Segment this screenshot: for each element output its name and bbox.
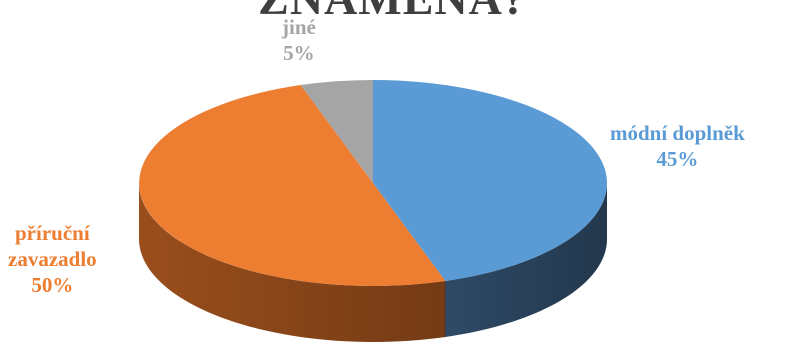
pie-slice-prirucni-zavazadlo <box>139 85 446 286</box>
slice-label-prirucni-line2: zavazadlo <box>8 247 97 271</box>
label-modni-doplnek: módní doplněk 45% <box>610 120 745 172</box>
label-prirucni-zavazadlo: příruční zavazadlo 50% <box>8 220 97 298</box>
slice-label-modni-doplnek: módní doplněk <box>610 121 745 145</box>
slice-label-prirucni-line1: příruční <box>14 221 90 245</box>
pie-side-shade-prirucni-zavazadlo <box>139 183 446 342</box>
slice-value-jine: 5% <box>283 41 315 65</box>
slice-label-jine: jiné <box>282 15 316 39</box>
pie-slice-modni-doplnek <box>373 80 608 281</box>
pie-slice-jine <box>300 80 373 183</box>
pie-side-shade-modni-doplnek <box>445 183 607 337</box>
label-jine: jiné 5% <box>282 14 316 66</box>
chart-title: ZNAMENÁ? <box>0 0 785 25</box>
slice-value-prirucni-zavazadlo: 50% <box>31 273 74 297</box>
slice-value-modni-doplnek: 45% <box>656 147 699 171</box>
